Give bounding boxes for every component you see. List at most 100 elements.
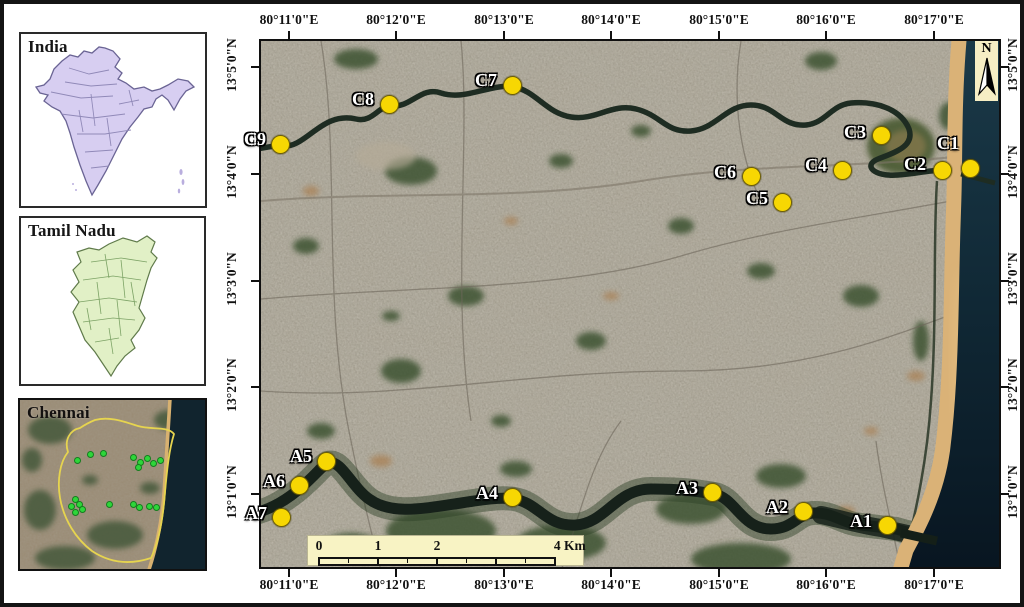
chennai-inset: Chennai [18,398,207,571]
chennai-sample-dot [135,464,142,471]
site-label-c6: C6 [714,162,736,182]
chennai-boundary [57,417,175,563]
scale-bar-tick [495,557,497,566]
site-label-c9: C9 [244,129,266,149]
scale-bar-number: 0 [315,538,323,553]
site-marker-a4 [502,487,522,507]
chennai-sample-dot [106,501,113,508]
lon-tick-label: 80°12'0"E [366,577,426,592]
chennai-sample-dot [153,504,160,511]
tamilnadu-inset-title: Tamil Nadu [28,221,116,240]
lon-tick-mark [610,31,612,39]
site-label-c1: C1 [937,133,959,153]
lat-tick-mark [1001,493,1009,495]
lat-tick-label: 13°3'0"N [1005,252,1020,306]
lat-tick-label: 13°2'0"N [224,358,239,412]
lon-tick-mark [825,31,827,39]
lat-tick-label: 13°2'0"N [1005,358,1020,412]
scale-bar-number: 1 [374,538,382,553]
chennai-sample-dot [157,457,164,464]
site-label-a2: A2 [766,497,788,517]
lon-tick-mark [288,569,290,577]
chennai-sample-dot [87,451,94,458]
lat-tick-mark [1001,173,1009,175]
site-label-c8: C8 [352,89,374,109]
lon-tick-mark [933,31,935,39]
lon-tick-label: 80°15'0"E [689,12,749,27]
lon-tick-label: 80°14'0"E [581,12,641,27]
scale-bar-tick [436,557,438,566]
chennai-inset-map [20,400,205,569]
lat-tick-label: 13°5'0"N [224,38,239,92]
site-marker-a5 [316,451,336,471]
chennai-sample-dot [72,496,79,503]
lon-tick-label: 80°11'0"E [259,577,319,592]
lat-tick-label: 13°3'0"N [224,252,239,306]
site-marker-c7 [502,75,522,95]
lon-tick-label: 80°15'0"E [689,577,749,592]
site-marker-a6 [289,475,309,495]
chennai-sample-dot [150,460,157,467]
lon-tick-label: 80°17'0"E [904,12,964,27]
lon-tick-mark [825,569,827,577]
chennai-sample-dot [130,454,137,461]
roads [261,41,999,567]
chennai-sample-dots [20,400,205,569]
india-inset-map [34,46,196,197]
lat-tick-mark [251,66,259,68]
canal [904,180,939,552]
site-marker-c4 [832,160,852,180]
north-arrow-icon [977,57,996,97]
chennai-sample-dot [79,506,86,513]
site-label-a1: A1 [850,511,872,531]
lat-tick-mark [251,280,259,282]
chennai-sample-dot [144,455,151,462]
scale-bar-number: 2 [433,538,441,553]
site-label-a6: A6 [263,471,285,491]
north-arrow: N [975,41,998,101]
scale-bar-tick [318,557,320,566]
site-marker-a7 [271,507,291,527]
chennai-sample-dot [72,509,79,516]
lon-tick-label: 80°12'0"E [366,12,426,27]
lon-tick-mark [503,569,505,577]
chennai-sample-dot [100,450,107,457]
site-label-c3: C3 [844,122,866,142]
lon-tick-label: 80°13'0"E [474,12,534,27]
lon-tick-label: 80°14'0"E [581,577,641,592]
lat-tick-label: 13°5'0"N [1005,38,1020,92]
scale-bar-tick [524,557,527,563]
site-marker-c8 [379,94,399,114]
lon-tick-mark [395,31,397,39]
lon-tick-label: 80°11'0"E [259,12,319,27]
scale-bar-tick [554,557,556,566]
tamilnadu-inset-map [70,235,158,378]
scale-bar-tick [347,557,350,563]
satellite-imagery [261,41,999,567]
site-marker-c5 [772,192,792,212]
site-label-a4: A4 [476,483,498,503]
lon-tick-mark [933,569,935,577]
site-marker-c6 [741,166,761,186]
lon-tick-mark [718,31,720,39]
satellite-map [259,39,1001,569]
site-label-c2: C2 [904,154,926,174]
lat-tick-mark [1001,386,1009,388]
lat-tick-mark [251,493,259,495]
lat-tick-label: 13°4'0"N [1005,145,1020,199]
scale-bar-tick [406,557,409,563]
scale-bar [307,535,584,566]
lon-tick-mark [503,31,505,39]
scale-bar-tick [377,557,379,566]
chennai-sample-dot [136,504,143,511]
islands [72,169,185,194]
lat-tick-mark [1001,280,1009,282]
lat-tick-label: 13°1'0"N [1005,465,1020,519]
tamilnadu-inset: Tamil Nadu [19,216,206,386]
lon-tick-label: 80°13'0"E [474,577,534,592]
scale-bar-tick [465,557,468,563]
site-marker-a3 [702,482,722,502]
lat-tick-mark [251,173,259,175]
cooum-river [261,83,992,185]
lon-tick-mark [610,569,612,577]
